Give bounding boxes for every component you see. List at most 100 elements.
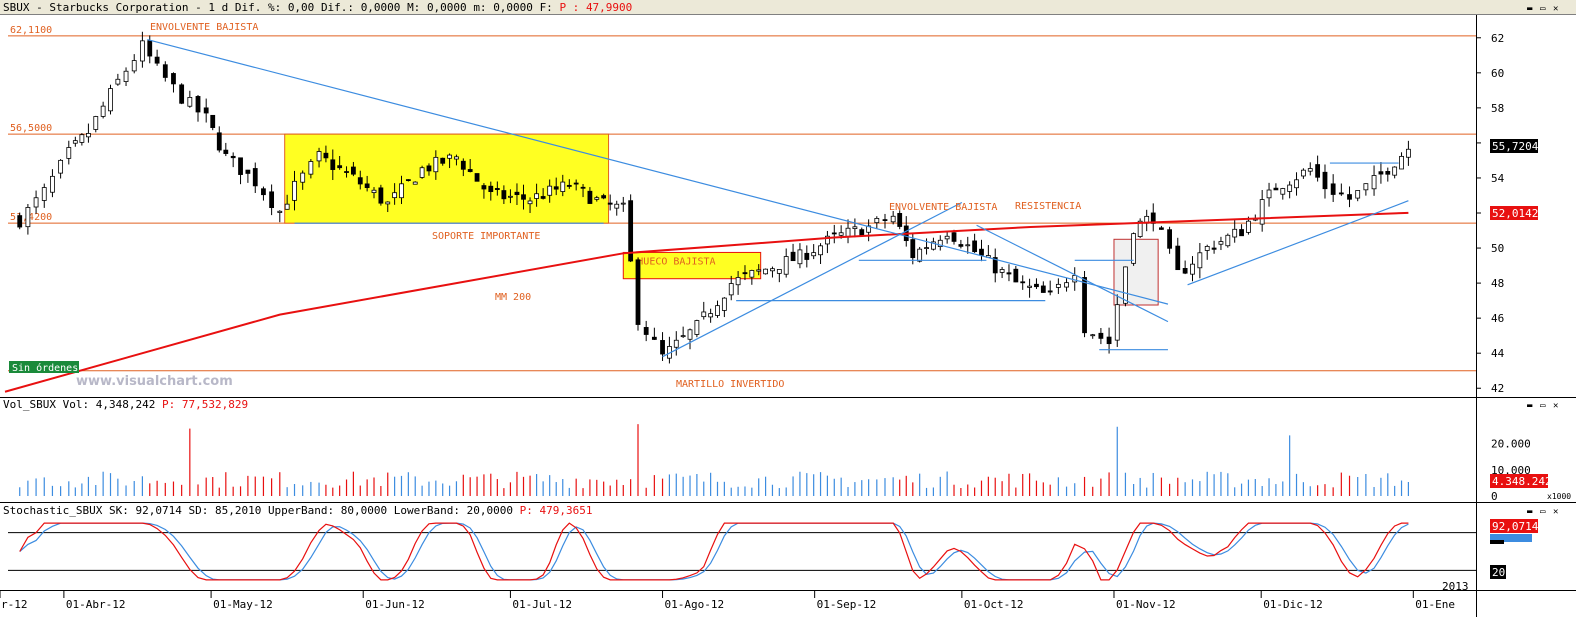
date-axis-label: r-12 [1,598,28,611]
candle [261,186,266,201]
candle [433,150,439,180]
volume-panel-controls[interactable]: ▬ ▭ ✕ [1527,401,1558,411]
candle [364,175,370,192]
candle [41,183,47,208]
stochastic-header: Stochastic_SBUX SK: 92,0714 SD: 85,2010 … [3,504,592,517]
candle-body [1385,170,1391,175]
candle [673,331,679,356]
candle-body [1322,171,1328,190]
candle-body [944,235,950,240]
restore-icon[interactable]: ▭ [1540,4,1546,14]
candle-body [179,84,185,104]
candle [1280,187,1286,200]
candle-body [992,257,998,274]
ma200-line [4,211,1409,393]
candle [999,266,1005,279]
price-panel-controls[interactable]: ▬ ▭ ✕ [1527,4,1558,14]
trendline-bullish-late [1187,200,1409,286]
price-axis-label: 42 [1491,382,1504,395]
orders-button[interactable]: Sin órdenes [9,361,79,374]
candle-body [33,197,39,208]
candle-body [999,269,1005,273]
header-company: Starbucks Corporation [49,1,188,14]
candle [831,224,837,244]
close-icon[interactable]: ✕ [1553,401,1558,411]
candle-body [965,244,971,247]
candle [790,243,796,262]
candle-body [790,251,796,262]
candle [1355,190,1361,202]
candle-body [1399,155,1404,170]
candle-body [162,64,168,78]
candle [1197,243,1203,279]
candle [1232,218,1238,243]
candle [93,115,99,133]
date-axis-label: 01-Ene [1415,598,1455,611]
candle [25,203,31,235]
candle-body [979,248,984,256]
candle [715,300,720,318]
candle [171,72,176,93]
candle [371,187,377,199]
candle [378,184,384,206]
candle-body [392,192,398,199]
candle [269,184,275,216]
candle [1347,186,1352,208]
candle-body [1338,192,1344,195]
candle [1338,183,1344,196]
candle-body [1355,190,1361,199]
close-icon[interactable]: ✕ [1553,4,1558,14]
candle [460,158,466,177]
candle-body [1280,188,1286,195]
candle [620,196,626,212]
candle-body [419,167,425,178]
candle-body [553,186,559,190]
candle-body [1020,281,1026,284]
candle-body [811,252,817,257]
ma200-value-tag: 52,0142 [1490,206,1538,220]
candle-body [195,96,201,113]
candle-body [594,197,600,200]
candle-body [797,249,803,265]
candle-body [874,217,880,224]
candle [514,183,520,206]
candle-body [1246,220,1251,233]
close-icon[interactable]: ✕ [1553,507,1558,517]
candle [1020,275,1026,290]
candle [825,230,830,254]
candle [108,84,113,115]
minimize-icon[interactable]: ▬ [1527,4,1533,14]
candle [776,269,782,283]
minimize-icon[interactable]: ▬ [1527,507,1533,517]
year-marker: 2013 [1442,580,1469,593]
candle-body [931,241,936,250]
candle-body [673,339,679,348]
candle [992,248,998,283]
candle [440,157,446,166]
annotation-envolvente-bajista-mid: ENVOLVENTE BAJISTA [889,202,997,213]
restore-icon[interactable]: ▭ [1540,401,1546,411]
minimize-icon[interactable]: ▬ [1527,401,1533,411]
date-axis-label: 01-Abr-12 [66,598,126,611]
candle-body [115,78,121,85]
candle-body [494,188,500,190]
candle [123,67,129,87]
candle [573,179,579,191]
support-zone-box [284,133,610,224]
candle-body [1300,169,1306,177]
candle [210,114,216,131]
candle-body [1082,277,1087,334]
candle-body [1072,275,1078,283]
candle [385,201,391,213]
svg-text:4.348.242: 4.348.242 [1492,475,1552,488]
candle-body [139,40,145,62]
candle [1273,183,1279,191]
header-symbol: SBUX [3,1,30,14]
volume-axis-label: 0 [1491,490,1498,503]
candle [1315,155,1321,182]
candle [1182,260,1188,275]
stochastic-panel-controls[interactable]: ▬ ▭ ✕ [1527,507,1558,517]
candle [1211,240,1217,254]
restore-icon[interactable]: ▭ [1540,507,1546,517]
price-axis-label: 50 [1491,242,1504,255]
